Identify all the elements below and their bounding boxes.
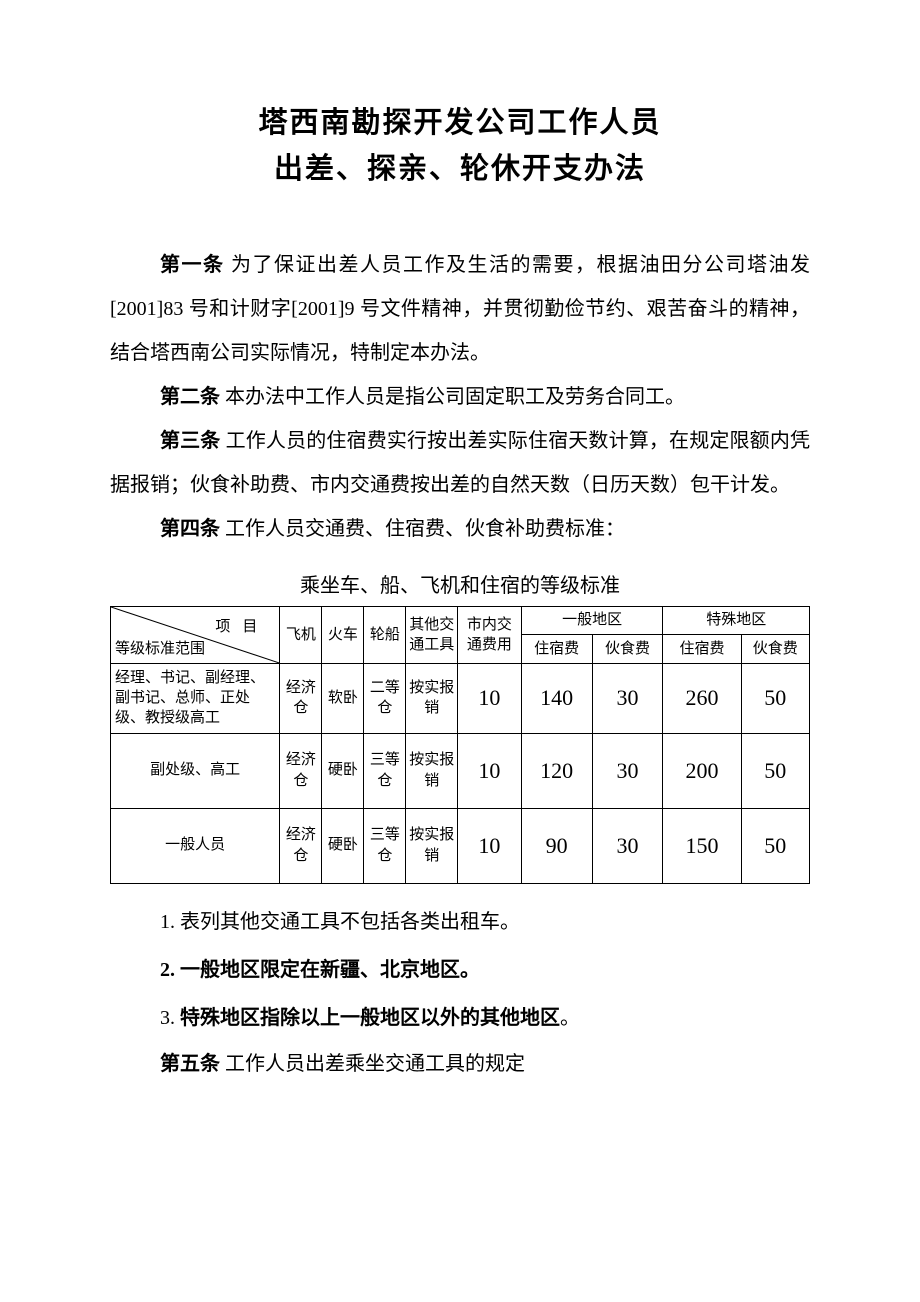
col-general-area: 一般地区 (521, 606, 663, 635)
note-3: 3. 特殊地区指除以上一般地区以外的其他地区。 (110, 994, 810, 1042)
row-2-train: 硬卧 (322, 808, 364, 883)
article-1-label: 第一条 (160, 254, 225, 276)
title-line-2: 出差、探亲、轮休开支办法 (110, 146, 810, 192)
row-2-other: 按实报销 (406, 808, 458, 883)
article-4-text: 工作人员交通费、住宿费、伙食补助费标准： (220, 518, 625, 540)
row-1-train: 硬卧 (322, 733, 364, 808)
row-0-train: 软卧 (322, 663, 364, 733)
row-1-city: 10 (458, 733, 522, 808)
article-1: 第一条 为了保证出差人员工作及生活的需要，根据油田分公司塔油发[2001]83 … (110, 243, 810, 375)
article-4-label: 第四条 (160, 518, 220, 540)
row-0-ship: 二等仓 (364, 663, 406, 733)
row-2-s-lodging: 150 (663, 808, 741, 883)
article-2-text: 本办法中工作人员是指公司固定职工及劳务合同工。 (220, 386, 685, 408)
table-row: 一般人员 经济仓 硬卧 三等仓 按实报销 10 90 30 150 50 (111, 808, 810, 883)
col-plane: 飞机 (280, 606, 322, 663)
row-2-ship: 三等仓 (364, 808, 406, 883)
article-5: 第五条 工作人员出差乘坐交通工具的规定 (110, 1042, 810, 1086)
row-1-label: 副处级、高工 (111, 733, 280, 808)
row-2-city: 10 (458, 808, 522, 883)
row-1-plane: 经济仓 (280, 733, 322, 808)
table-header-diagonal: 项目 等级标准范围 (111, 606, 280, 663)
row-0-city: 10 (458, 663, 522, 733)
col-special-meals: 伙食费 (741, 635, 810, 664)
note-2: 2. 一般地区限定在新疆、北京地区。 (110, 946, 810, 994)
note-1: 1. 表列其他交通工具不包括各类出租车。 (110, 898, 810, 946)
col-special-area: 特殊地区 (663, 606, 810, 635)
row-1-s-lodging: 200 (663, 733, 741, 808)
row-0-g-lodging: 140 (521, 663, 592, 733)
row-2-g-lodging: 90 (521, 808, 592, 883)
row-0-g-meals: 30 (592, 663, 663, 733)
article-5-label: 第五条 (160, 1053, 220, 1075)
table-caption: 乘坐车、船、飞机和住宿的等级标准 (110, 569, 810, 598)
row-2-s-meals: 50 (741, 808, 810, 883)
row-0-other: 按实报销 (406, 663, 458, 733)
col-city: 市内交通费用 (458, 606, 522, 663)
article-3: 第三条 工作人员的住宿费实行按出差实际住宿天数计算，在规定限额内凭据报销；伙食补… (110, 419, 810, 507)
row-1-g-lodging: 120 (521, 733, 592, 808)
row-0-plane: 经济仓 (280, 663, 322, 733)
standards-table: 项目 等级标准范围 飞机 火车 轮船 其他交通工具 市内交通费用 一般地区 特殊… (110, 606, 810, 884)
title-line-1: 塔西南勘探开发公司工作人员 (110, 100, 810, 146)
diag-label-top: 项目 (215, 617, 269, 637)
col-other: 其他交通工具 (406, 606, 458, 663)
document-title: 塔西南勘探开发公司工作人员 出差、探亲、轮休开支办法 (110, 100, 810, 193)
table-row: 经理、书记、副经理、副书记、总师、正处级、教授级高工 经济仓 软卧 二等仓 按实… (111, 663, 810, 733)
article-2: 第二条 本办法中工作人员是指公司固定职工及劳务合同工。 (110, 375, 810, 419)
table-notes: 1. 表列其他交通工具不包括各类出租车。 2. 一般地区限定在新疆、北京地区。 … (110, 898, 810, 1042)
col-train: 火车 (322, 606, 364, 663)
row-0-s-meals: 50 (741, 663, 810, 733)
row-2-label: 一般人员 (111, 808, 280, 883)
col-ship: 轮船 (364, 606, 406, 663)
article-3-label: 第三条 (160, 430, 220, 452)
diag-label-bottom: 等级标准范围 (115, 639, 205, 659)
row-1-other: 按实报销 (406, 733, 458, 808)
row-2-plane: 经济仓 (280, 808, 322, 883)
article-4: 第四条 工作人员交通费、住宿费、伙食补助费标准： (110, 507, 810, 551)
row-1-s-meals: 50 (741, 733, 810, 808)
table-header-row-1: 项目 等级标准范围 飞机 火车 轮船 其他交通工具 市内交通费用 一般地区 特殊… (111, 606, 810, 635)
row-1-ship: 三等仓 (364, 733, 406, 808)
row-0-s-lodging: 260 (663, 663, 741, 733)
document-page: 塔西南勘探开发公司工作人员 出差、探亲、轮休开支办法 第一条 为了保证出差人员工… (0, 0, 920, 1166)
row-2-g-meals: 30 (592, 808, 663, 883)
col-special-lodging: 住宿费 (663, 635, 741, 664)
article-2-label: 第二条 (160, 386, 220, 408)
row-0-label: 经理、书记、副经理、副书记、总师、正处级、教授级高工 (111, 663, 280, 733)
col-general-meals: 伙食费 (592, 635, 663, 664)
col-general-lodging: 住宿费 (521, 635, 592, 664)
table-row: 副处级、高工 经济仓 硬卧 三等仓 按实报销 10 120 30 200 50 (111, 733, 810, 808)
row-1-g-meals: 30 (592, 733, 663, 808)
article-5-text: 工作人员出差乘坐交通工具的规定 (220, 1053, 525, 1075)
